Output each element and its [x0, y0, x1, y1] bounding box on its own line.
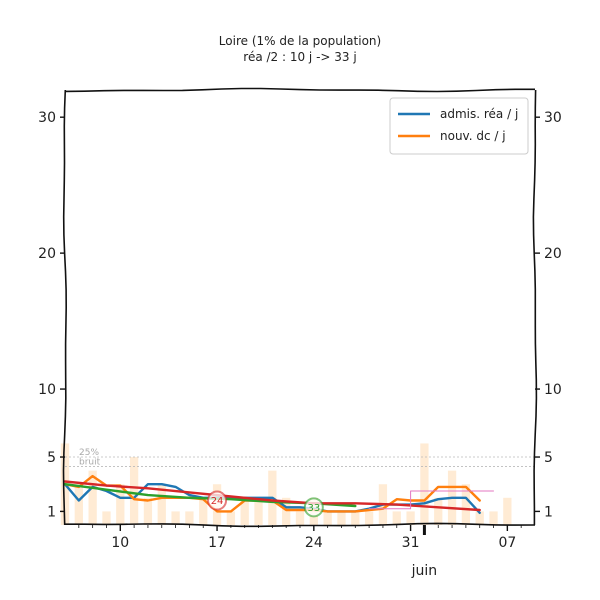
bar: [88, 470, 97, 525]
y-axis: 1 1 5 5 10 10 20 20 30 30: [38, 110, 562, 520]
bar: [129, 457, 139, 525]
legend-box: [389, 97, 529, 155]
month-label: juin: [411, 563, 438, 579]
y-tick-label-left: 1: [47, 504, 56, 520]
y-tick-label-left: 20: [38, 246, 56, 262]
bar: [434, 497, 443, 525]
y-tick-label-right: 20: [544, 246, 562, 262]
bar: [185, 511, 194, 525]
x-axis: 10 17 24 31 07 juin: [78, 525, 522, 579]
bar: [116, 484, 125, 525]
y-tick-label-right: 30: [544, 110, 562, 126]
bar: [392, 511, 401, 525]
reference-line-label: bruit: [79, 458, 101, 468]
marker-circle: [207, 490, 228, 511]
marker-circle: [303, 497, 324, 518]
bar: [475, 511, 484, 525]
bar: [489, 511, 498, 525]
bar: [323, 511, 332, 525]
bar: [295, 511, 305, 525]
y-tick-label-right: 10: [544, 382, 562, 398]
chart-subtitle: réa /2 : 10 j -> 33 j: [243, 50, 356, 64]
bar: [503, 497, 512, 525]
bar: [199, 497, 208, 525]
bar: [102, 511, 111, 525]
bars-layer: [60, 443, 512, 525]
chart-title: Loire (1% de la population): [219, 34, 381, 48]
marker-label: 33: [307, 503, 320, 514]
x-tick-label: 17: [208, 535, 226, 551]
legend-label: nouv. dc / j: [440, 129, 506, 143]
y-tick-label-left: 10: [38, 382, 56, 398]
y-tick-label-right: 1: [544, 504, 553, 520]
bar: [406, 511, 415, 525]
bar: [74, 484, 83, 525]
markers-layer: 24 33: [207, 490, 324, 518]
x-tick-label: 10: [111, 535, 129, 551]
reference-lines: 25%bruit: [65, 448, 535, 468]
reference-line-label: 25%: [79, 448, 99, 458]
bar: [171, 511, 180, 525]
legend: admis. réa / j nouv. dc / j: [389, 97, 529, 155]
bar: [351, 511, 360, 525]
bar: [420, 443, 429, 525]
y-tick-label-left: 30: [38, 110, 56, 126]
bar: [240, 497, 249, 525]
y-tick-label-right: 5: [544, 450, 553, 466]
x-tick-label: 31: [402, 535, 420, 551]
bar: [254, 497, 263, 525]
series-layer: [63, 474, 494, 514]
bar: [157, 484, 166, 525]
bar: [282, 497, 291, 525]
series-line: [368, 490, 494, 510]
bar: [364, 511, 374, 525]
marker-label: 24: [211, 496, 224, 507]
x-tick-label: 24: [305, 535, 323, 551]
bar: [461, 484, 471, 525]
x-tick-label: 07: [498, 535, 516, 551]
bar: [143, 497, 153, 525]
legend-label: admis. réa / j: [440, 107, 518, 121]
bar: [337, 511, 346, 525]
plot-frame: [62, 87, 538, 528]
bar: [226, 511, 236, 525]
y-tick-label-left: 5: [47, 450, 56, 466]
